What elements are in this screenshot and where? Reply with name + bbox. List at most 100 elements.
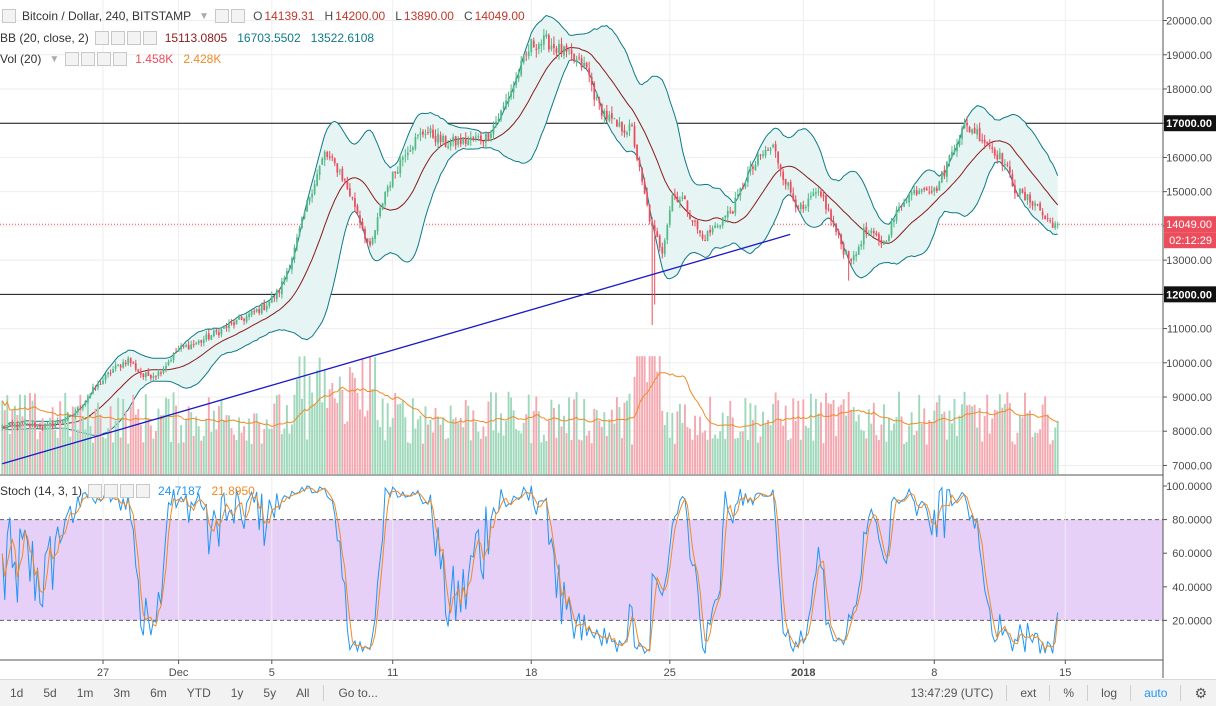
volume-bar xyxy=(190,412,193,474)
candle-body xyxy=(139,371,142,375)
percent-toggle[interactable]: % xyxy=(1063,686,1075,700)
volume-bar xyxy=(653,356,656,474)
volume-bar xyxy=(409,443,412,474)
plus-icon[interactable] xyxy=(97,52,112,66)
candle-body xyxy=(462,137,465,144)
time-tick-label: 5 xyxy=(269,667,275,679)
volume-bar xyxy=(132,394,135,474)
volume-bar xyxy=(260,443,263,474)
volume-bar xyxy=(537,411,540,474)
volume-bar xyxy=(91,442,94,474)
open-value: 14139.31 xyxy=(264,9,315,23)
volume-bar xyxy=(701,432,704,474)
chevron-down-icon[interactable]: ▼ xyxy=(49,53,60,65)
candle-body xyxy=(769,148,772,151)
candle-body xyxy=(633,126,636,147)
volume-bar xyxy=(401,400,404,474)
timeframe-5d[interactable]: 5d xyxy=(43,686,57,700)
candle-body xyxy=(308,197,311,202)
eye-icon[interactable] xyxy=(88,484,103,498)
volume-bar xyxy=(167,398,170,474)
candle-body xyxy=(510,91,512,97)
plus-icon[interactable] xyxy=(126,31,141,45)
volume-bar xyxy=(253,413,256,474)
bb-name[interactable]: BB (20, close, 2) xyxy=(0,31,89,45)
candle-body xyxy=(24,422,26,424)
volume-bar xyxy=(709,396,712,474)
volume-bar xyxy=(149,425,152,474)
candle-body xyxy=(1014,185,1016,194)
volume-bar xyxy=(230,428,233,474)
candle-body xyxy=(736,194,739,197)
candle-body xyxy=(797,207,800,210)
volume-bar xyxy=(497,432,500,474)
candle-body xyxy=(366,238,369,242)
gear-icon[interactable] xyxy=(104,484,119,498)
hide-pane-icon[interactable] xyxy=(2,9,16,23)
gear-icon[interactable] xyxy=(110,31,125,45)
eye-icon[interactable] xyxy=(215,9,230,23)
volume-bar xyxy=(1024,392,1026,474)
candle-body xyxy=(943,170,946,177)
volume-bar xyxy=(943,411,946,474)
timeframe-1m[interactable]: 1m xyxy=(76,686,94,700)
utc-clock[interactable]: 13:47:29 (UTC) xyxy=(910,686,994,700)
candle-body xyxy=(807,198,810,207)
chart-canvas[interactable]: 20000.00 19000.00 18000.00 17000.00 16000.00… xyxy=(0,0,1216,679)
candle-body xyxy=(666,225,669,240)
volume-bar xyxy=(822,443,825,474)
auto-toggle[interactable]: auto xyxy=(1144,686,1168,700)
gear-icon[interactable] xyxy=(81,52,96,66)
volume-bar xyxy=(69,436,72,474)
candle-body xyxy=(799,203,802,210)
volume-bar xyxy=(505,420,508,474)
low-label: L xyxy=(395,9,402,23)
volume-bar xyxy=(429,419,432,474)
gear-icon[interactable]: ⚙ xyxy=(1194,684,1207,701)
chevron-down-icon[interactable]: ▼ xyxy=(199,10,210,22)
timeframe-5y[interactable]: 5y xyxy=(263,686,277,700)
log-toggle[interactable]: log xyxy=(1101,686,1118,700)
plus-icon[interactable] xyxy=(120,484,135,498)
volume-bar xyxy=(517,430,520,474)
timeframe-ytd[interactable]: YTD xyxy=(186,686,211,700)
volume-bar xyxy=(313,403,316,474)
candle-body xyxy=(928,191,931,193)
candle-body xyxy=(147,371,150,376)
volume-bar xyxy=(326,407,329,474)
vol-name[interactable]: Vol (20) xyxy=(0,52,42,66)
timeframe-all[interactable]: All xyxy=(296,686,310,700)
timeframe-3m[interactable]: 3m xyxy=(113,686,131,700)
candle-body xyxy=(686,200,689,213)
goto-button[interactable]: Go to... xyxy=(338,686,378,700)
close-icon[interactable] xyxy=(142,31,157,45)
close-icon[interactable] xyxy=(113,52,128,66)
volume-bar xyxy=(762,411,764,474)
volume-bar xyxy=(542,434,545,474)
candle-body xyxy=(306,200,308,212)
price-tick-label: 13000.00 xyxy=(1166,255,1212,267)
candle-body xyxy=(1001,153,1004,166)
candle-body xyxy=(94,387,97,389)
volume-bar xyxy=(1046,414,1049,474)
volume-bar xyxy=(563,415,565,474)
candle-body xyxy=(36,424,39,428)
volume-bar xyxy=(1003,403,1006,474)
close-icon[interactable] xyxy=(136,484,151,498)
candle-body xyxy=(575,59,578,62)
gear-icon[interactable] xyxy=(231,9,246,23)
eye-icon[interactable] xyxy=(65,52,80,66)
volume-bar xyxy=(512,410,515,474)
candle-body xyxy=(623,130,626,134)
divider xyxy=(323,685,325,701)
timeframe-1d[interactable]: 1d xyxy=(10,686,24,700)
timeframe-1y[interactable]: 1y xyxy=(230,686,244,700)
volume-bar xyxy=(948,410,951,474)
stoch-name[interactable]: Stoch (14, 3, 1) xyxy=(0,484,83,498)
eye-icon[interactable] xyxy=(94,31,109,45)
ext-toggle[interactable]: ext xyxy=(1020,686,1037,700)
volume-bar xyxy=(809,393,812,474)
timeframe-6m[interactable]: 6m xyxy=(150,686,167,700)
volume-bar xyxy=(956,436,958,474)
volume-bar xyxy=(983,415,986,474)
